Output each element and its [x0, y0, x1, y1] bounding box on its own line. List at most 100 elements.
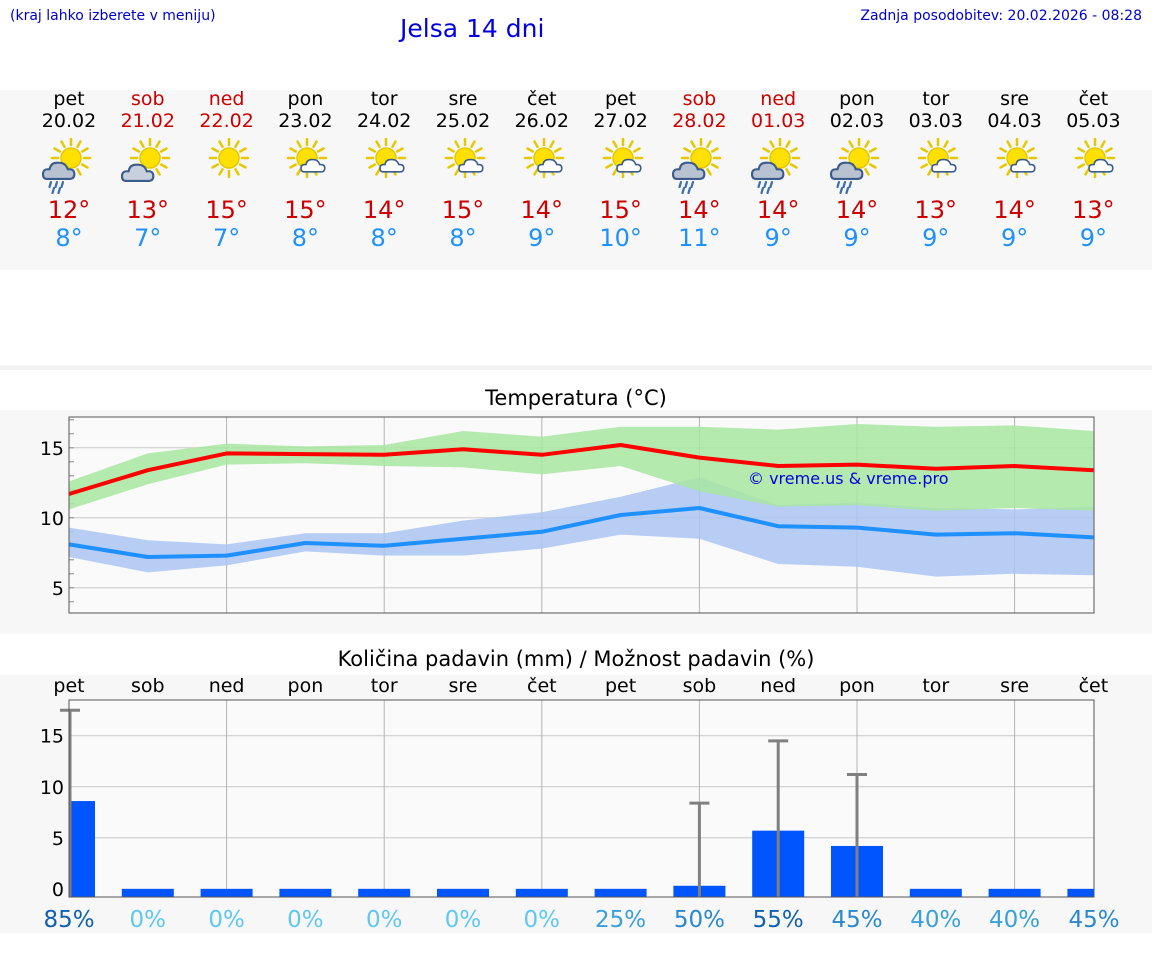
x-tick-label: čet: [1079, 675, 1109, 697]
day-date: 24.02: [356, 110, 412, 132]
sun-small-cloud-icon: [996, 138, 1037, 179]
sun-cloud-rain-icon: [751, 138, 801, 194]
max-temperature: 14°: [678, 196, 721, 224]
sun-small-cloud-icon: [523, 138, 565, 179]
day-name: tor: [370, 88, 398, 110]
day-date: 05.03: [1066, 110, 1121, 132]
watermark: © vreme.us & vreme.pro: [748, 469, 949, 488]
min-temperature: 8°: [291, 224, 320, 252]
precipitation-plot-frame: [68, 699, 1095, 898]
max-temperature: 13°: [914, 196, 958, 224]
sun-cloud-rain-icon: [829, 138, 880, 194]
x-tick-label: sob: [683, 675, 717, 697]
day-column: pon 23.02 15° 8°: [265, 88, 345, 252]
sun-icon: [208, 138, 249, 179]
min-temperature-band: [69, 477, 1094, 577]
max-temperature: 12°: [47, 196, 91, 224]
precipitation-bar: [69, 801, 95, 897]
precipitation-probability: 85%: [43, 907, 94, 933]
sun-small-cloud-icon: [444, 138, 486, 179]
day-date: 22.02: [199, 110, 254, 132]
sun-small-cloud-icon: [1075, 138, 1116, 179]
temperature-chart: © vreme.us & vreme.pro 5 10 15: [40, 416, 1095, 614]
day-column: čet 26.02 14° 9°: [502, 88, 582, 252]
precipitation-probability: 0%: [524, 907, 561, 933]
precipitation-probability: 45%: [1068, 907, 1119, 933]
page-title: Jelsa 14 dni: [400, 14, 545, 43]
temperature-chart-title: Temperatura (°C): [485, 386, 667, 410]
precipitation-probability: 0%: [208, 907, 245, 933]
day-name: pet: [604, 88, 637, 110]
y-tick-label: 15: [40, 726, 64, 748]
precipitation-chart: pet sob ned pon tor sre čet pet sob ned pon tor sre č…: [40, 675, 1120, 933]
day-column: čet 05.03 13° 9°: [1053, 88, 1133, 252]
x-tick-label: tor: [371, 675, 398, 697]
day-date: 27.02: [593, 110, 648, 132]
day-name: sre: [1000, 88, 1030, 110]
day-column: pet 27.02 15° 10°: [581, 88, 661, 252]
precipitation-probability: 0%: [445, 907, 482, 933]
x-tick-label: pet: [605, 675, 636, 697]
min-temperature: 7°: [212, 224, 241, 252]
precipitation-bar: [594, 888, 647, 897]
precipitation-probability: 50%: [674, 907, 725, 933]
precipitation-plot-area: [69, 700, 1094, 897]
day-column: ned 01.03 14° 9°: [738, 88, 818, 252]
min-temperature: 9°: [1000, 224, 1029, 252]
min-temperature: 8°: [370, 224, 398, 252]
day-column: sob 21.02 13° 7°: [108, 88, 188, 252]
x-tick-label: sob: [131, 675, 165, 697]
precipitation-probability: 45%: [831, 907, 882, 933]
precipitation-bar: [515, 888, 568, 897]
max-temperature: 15°: [205, 196, 248, 224]
day-date: 23.02: [278, 110, 333, 132]
sun-cloud-rain-icon: [41, 138, 92, 194]
day-column: sob 28.02 14° 11°: [659, 88, 739, 252]
sun-small-cloud-icon: [602, 138, 643, 179]
max-temperature-band: [69, 424, 1094, 511]
precipitation-probability: 55%: [753, 907, 804, 933]
y-tick-label: 10: [40, 777, 64, 799]
max-temperature: 14°: [520, 196, 564, 224]
y-tick-label: 5: [52, 578, 64, 600]
day-name: tor: [922, 88, 950, 110]
day-date: 03.03: [908, 110, 963, 132]
max-temperature: 15°: [441, 196, 485, 224]
x-tick-label: pon: [839, 675, 875, 697]
max-temperature: 14°: [835, 196, 879, 224]
precipitation-probability: 0%: [287, 907, 324, 933]
day-column: sre 04.03 14° 9°: [975, 88, 1055, 252]
daily-forecast-band: [0, 90, 1152, 270]
sun-cloud-rain-icon: [672, 138, 722, 194]
x-tick-label: čet: [527, 675, 557, 697]
daily-forecast-strip: pet 20.02 12° 8° sob 21.02 13° 7° ned 22.02 15° 7° p…: [0, 88, 1152, 268]
precipitation-bar: [358, 888, 411, 897]
min-temperature: 7°: [134, 224, 162, 252]
day-name: sob: [682, 88, 717, 110]
min-temperature: 10°: [599, 224, 642, 252]
max-temperature: 13°: [126, 196, 170, 224]
precipitation-probability: 25%: [595, 907, 646, 933]
day-name: ned: [208, 88, 245, 110]
min-temperature: 11°: [678, 224, 721, 252]
max-temperature: 14°: [993, 196, 1036, 224]
day-name: čet: [527, 88, 557, 110]
precipitation-bar: [279, 888, 332, 897]
day-column: pet 20.02 12° 8°: [29, 88, 109, 252]
y-tick-label: 10: [40, 508, 64, 530]
precipitation-bar: [121, 888, 174, 897]
max-temperature: 14°: [362, 196, 406, 224]
precipitation-bar: [437, 888, 489, 897]
min-temperature: 8°: [55, 224, 83, 252]
day-name: ned: [760, 88, 797, 110]
min-temperature: 9°: [764, 224, 792, 252]
day-name: sob: [131, 88, 165, 110]
min-temperature: 9°: [843, 224, 871, 252]
precipitation-probability: 40%: [989, 907, 1040, 933]
day-name: pon: [287, 88, 324, 110]
day-column: ned 22.02 15° 7°: [187, 88, 267, 252]
day-date: 02.03: [829, 110, 885, 132]
x-tick-label: sre: [1000, 675, 1029, 697]
day-name: čet: [1078, 88, 1109, 110]
y-tick-label: 5: [52, 828, 64, 850]
